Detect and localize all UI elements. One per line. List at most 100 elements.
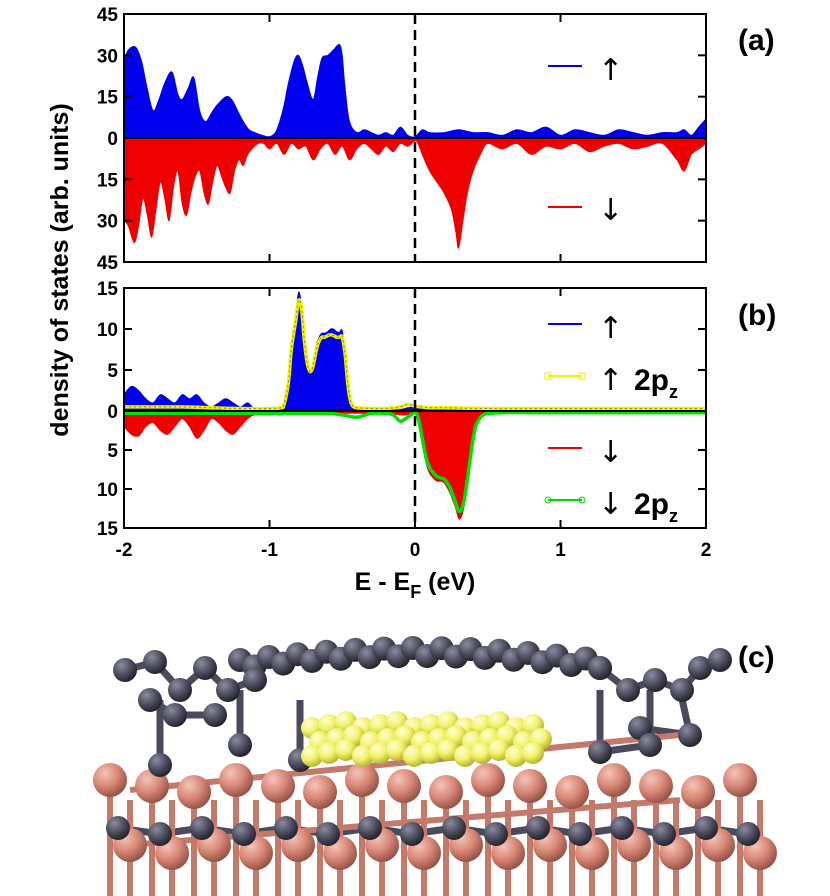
carbon-atom	[588, 740, 612, 764]
structure-panel-c: (c)	[93, 636, 777, 896]
x-tick-label: 2	[701, 540, 712, 561]
carbon-atom	[643, 668, 667, 692]
x-axis-label: E - EF (eV)	[355, 568, 476, 602]
highlight-orbital	[471, 742, 493, 764]
carbon-atom	[616, 678, 640, 702]
legend-b-up-arrow: ↑	[598, 311, 623, 346]
x-tick-label: -1	[261, 540, 278, 561]
highlight-orbital	[505, 745, 527, 767]
carbon-atom	[216, 678, 240, 702]
y-tick-label: 45	[97, 5, 119, 26]
carbon-atom	[316, 822, 340, 846]
substrate-atom	[513, 769, 547, 803]
carbon-atom	[168, 678, 192, 702]
series-area-a-down	[123, 137, 707, 249]
carbon-atom	[736, 822, 760, 846]
y-tick-label: 15	[97, 519, 119, 540]
carbon-atom	[442, 816, 466, 840]
series-markers-up-2pz	[124, 299, 706, 410]
substrate-atom	[471, 763, 505, 797]
y-tick-label: 0	[107, 402, 118, 423]
legend-b-up-2pz-marker-left	[544, 372, 552, 380]
series-line-b-down-2pz	[124, 410, 706, 514]
carbon-atom	[243, 668, 267, 692]
carbon-atom	[678, 723, 702, 747]
carbon-atom	[113, 658, 137, 682]
highlight-orbital	[301, 745, 323, 767]
legend-a-down-arrow: ↓	[598, 193, 623, 228]
carbon-atom	[610, 816, 634, 840]
structure-atoms	[93, 636, 777, 870]
legend-b-up-2pz-arrow: ↑	[598, 363, 623, 398]
carbon-atom	[568, 822, 592, 846]
carbon-atom	[148, 753, 172, 777]
substrate-atom	[597, 763, 631, 797]
y-tick-label: 45	[97, 253, 119, 274]
carbon-atom	[400, 822, 424, 846]
panel-b-plot-area	[123, 291, 707, 520]
legend-b-down-2pz-marker-left	[544, 496, 552, 504]
carbon-atom	[638, 733, 662, 757]
highlight-orbital	[522, 742, 544, 764]
carbon-atom	[588, 656, 612, 680]
highlight-orbital	[488, 739, 510, 761]
substrate-atom	[303, 775, 337, 809]
carbon-atom	[190, 816, 214, 840]
highlight-orbital	[403, 745, 425, 767]
carbon-atom	[203, 703, 227, 727]
y-tick-label: 15	[97, 170, 119, 191]
legend-b-down-2pz-arrow: ↓	[598, 487, 623, 522]
highlight-orbital	[369, 742, 391, 764]
y-tick-label: 10	[97, 320, 118, 341]
y-tick-label: 10	[97, 480, 118, 501]
carbon-atom	[228, 733, 252, 757]
substrate-atom	[429, 775, 463, 809]
carbon-atom	[694, 816, 718, 840]
carbon-atom	[106, 816, 130, 840]
substrate-atom	[93, 763, 127, 797]
y-tick-label: 0	[107, 129, 118, 150]
highlight-orbital	[318, 742, 340, 764]
carbon-atom	[708, 648, 732, 672]
substrate-atom	[219, 763, 253, 797]
legend-b-down-2pz-label: 2pz	[634, 488, 678, 526]
series-area-a-up	[123, 43, 707, 139]
x-tick-label: -2	[116, 540, 133, 561]
y-tick-label: 30	[97, 46, 118, 67]
panel-a-legend: ↑ ↓	[548, 53, 623, 228]
carbon-atom	[143, 650, 167, 674]
carbon-atom	[232, 822, 256, 846]
panel-a-plot-area	[123, 43, 707, 249]
substrate-atom	[555, 775, 589, 809]
legend-b-down-2pz-marker-right	[578, 496, 586, 504]
carbon-atom	[652, 822, 676, 846]
panel-a-label: (a)	[738, 24, 775, 57]
substrate-atom	[681, 775, 715, 809]
y-tick-label: 5	[107, 441, 118, 462]
legend-b-up-2pz-label: 2pz	[634, 364, 678, 402]
panel-b-legend: ↑ ↑ 2pz ↓ ↓ 2pz	[544, 311, 678, 526]
highlight-orbital	[437, 739, 459, 761]
substrate-atom	[135, 769, 169, 803]
x-tick-label: 0	[410, 540, 421, 561]
legend-b-down-arrow: ↓	[598, 435, 623, 470]
substrate-atom	[387, 769, 421, 803]
substrate-atom	[261, 769, 295, 803]
highlight-orbital	[386, 739, 408, 761]
carbon-atom	[358, 816, 382, 840]
y-tick-label: 5	[107, 361, 118, 382]
substrate-atom	[639, 769, 673, 803]
highlight-orbital	[454, 745, 476, 767]
carbon-atom	[484, 822, 508, 846]
carbon-atom	[148, 822, 172, 846]
y-tick-label: 30	[97, 212, 118, 233]
carbon-atom	[138, 688, 162, 712]
x-tick-label: 1	[555, 540, 566, 561]
carbon-atom	[274, 816, 298, 840]
y-tick-label: 15	[97, 88, 119, 109]
carbon-atom	[526, 816, 550, 840]
panel-c-label: (c)	[738, 641, 775, 674]
substrate-atom	[345, 763, 379, 797]
